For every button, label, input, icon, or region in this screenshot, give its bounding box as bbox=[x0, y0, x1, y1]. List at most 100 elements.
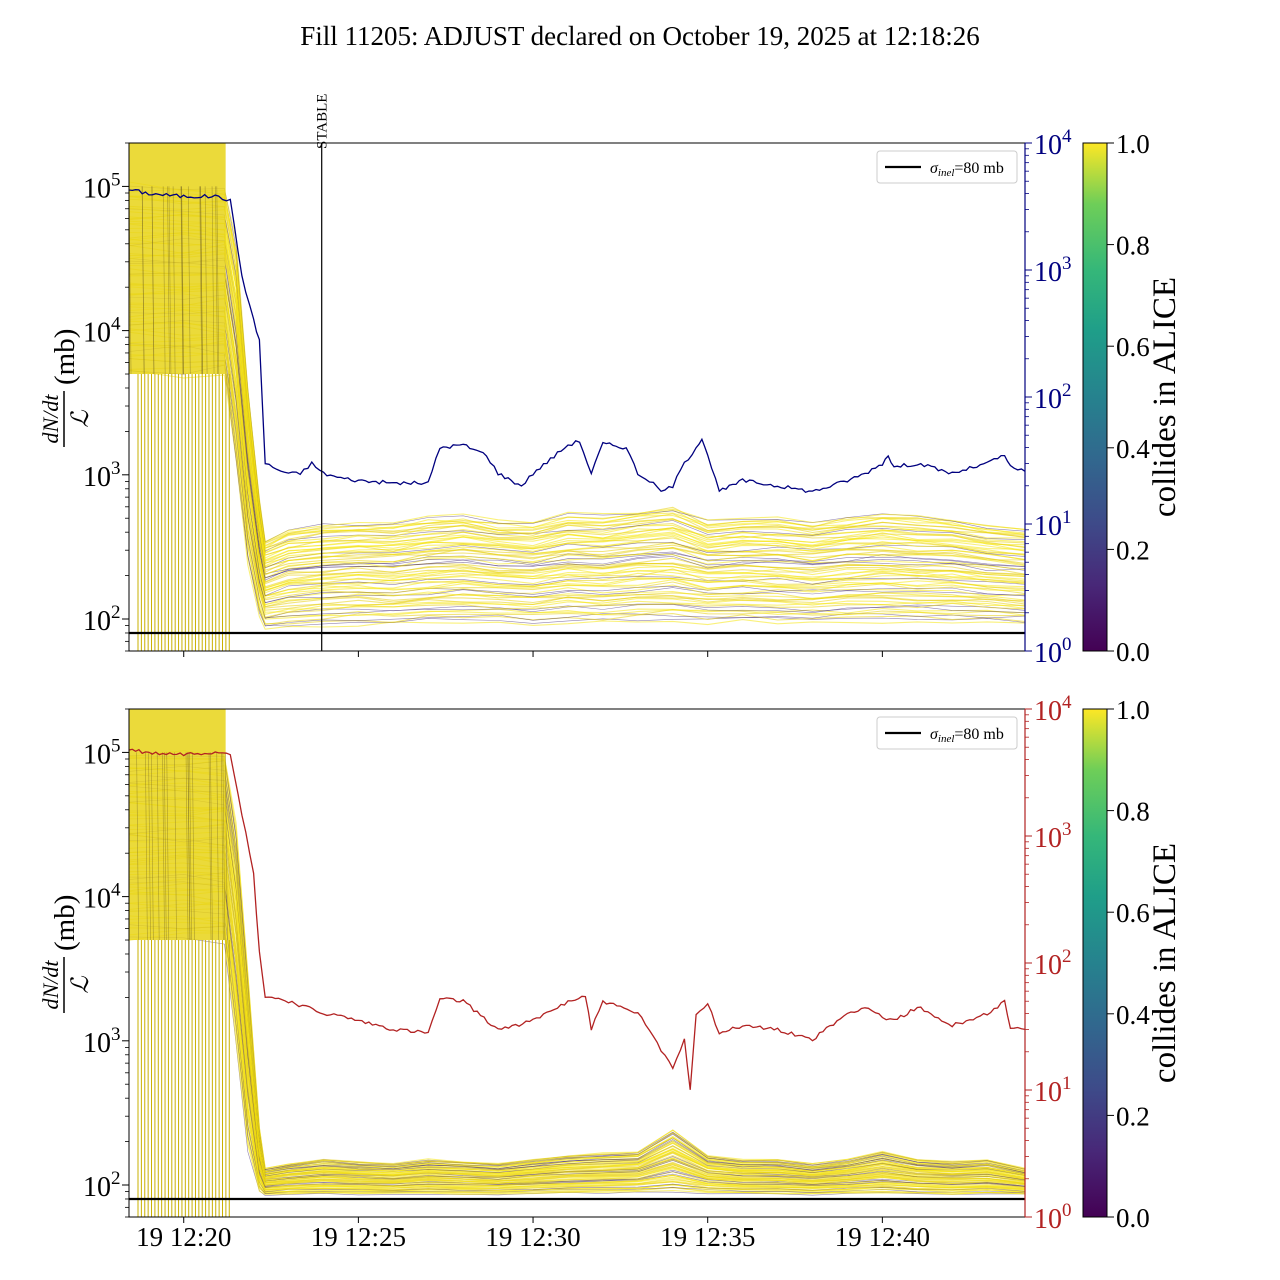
y-label-unit: (mb) bbox=[49, 895, 81, 951]
colorbar-tick-label: 0.8 bbox=[1116, 797, 1150, 827]
bunch-texture bbox=[221, 752, 224, 941]
bunch-line bbox=[129, 890, 1025, 1190]
bunch-line bbox=[129, 227, 1025, 563]
bunch-line bbox=[129, 777, 1025, 1175]
bunch-line bbox=[129, 223, 1025, 561]
right-tick-label: 104 bbox=[1034, 126, 1072, 161]
y-tick-label: 103 bbox=[83, 458, 121, 493]
colorbar-tick-label: 0.2 bbox=[1116, 535, 1150, 565]
bunch-line bbox=[129, 216, 1025, 556]
bunch-line bbox=[129, 765, 1025, 1173]
bunch-line bbox=[129, 899, 1025, 1191]
bunch-line bbox=[129, 773, 1025, 1173]
bunch-line bbox=[129, 750, 1025, 1170]
bunch-texture bbox=[187, 752, 191, 941]
bunch-line bbox=[129, 760, 1025, 1170]
colorbar-tick-label: 0.8 bbox=[1116, 231, 1150, 261]
bunch-line bbox=[129, 882, 1025, 1189]
bunch-line bbox=[129, 871, 1025, 1186]
bunch-line bbox=[129, 838, 1025, 1182]
bunch-texture bbox=[162, 752, 165, 941]
bunch-line bbox=[129, 782, 1025, 1174]
bunch-line bbox=[129, 369, 1025, 630]
bunch-texture bbox=[136, 752, 139, 941]
bunch-texture bbox=[187, 186, 191, 375]
bunch-line bbox=[129, 770, 1025, 1173]
bunch-line bbox=[129, 834, 1025, 1182]
y-tick-label: 102 bbox=[83, 602, 121, 637]
bunch-line bbox=[129, 320, 1025, 604]
y-tick-label: 104 bbox=[83, 314, 121, 349]
bunch-line bbox=[129, 899, 1025, 1191]
bunch-texture bbox=[172, 186, 176, 375]
colorbar: 0.0 0.2 0.4 0.6 0.8 1.0 collides in ALICE bbox=[1082, 129, 1183, 667]
bunch-line bbox=[129, 364, 1025, 627]
bunch-texture bbox=[189, 752, 192, 941]
plot-frame bbox=[128, 708, 1026, 1218]
bunch-line bbox=[129, 907, 1025, 1192]
bunch-line bbox=[129, 802, 1025, 1178]
y-tick-label: 105 bbox=[83, 169, 121, 204]
bunch-lines bbox=[129, 750, 1025, 1196]
colorbar-label: collides in ALICE bbox=[1147, 277, 1183, 517]
bunch-line bbox=[129, 331, 1025, 611]
colorbar-tick-label: 0.4 bbox=[1116, 1000, 1150, 1030]
x-tick-label: 19 12:35 bbox=[660, 1222, 755, 1252]
bunch-line bbox=[129, 887, 1025, 1190]
bunch-line bbox=[129, 807, 1025, 1178]
bunch-texture bbox=[151, 752, 154, 941]
bunch-texture bbox=[204, 186, 208, 375]
right-tick-label: 103 bbox=[1034, 819, 1072, 854]
bunch-texture bbox=[225, 752, 228, 941]
bunch-line bbox=[129, 181, 1025, 543]
bunch-texture bbox=[145, 752, 148, 941]
bunch-lines bbox=[129, 181, 1025, 630]
colorbar-tick-label: 1.0 bbox=[1116, 129, 1150, 159]
bunch-line bbox=[129, 757, 1025, 1171]
colorbar-label: collides in ALICE bbox=[1147, 843, 1183, 1083]
bunch-texture bbox=[222, 752, 226, 941]
right-tick-label: 100 bbox=[1034, 1200, 1072, 1235]
bunch-line bbox=[129, 833, 1025, 1182]
bunch-texture bbox=[210, 752, 213, 941]
bottom-panel: 102 103 104 105 100 101 102 103 104 19 12:20 19 12… bbox=[38, 692, 1183, 1252]
bunch-line bbox=[129, 867, 1025, 1186]
bunch-line bbox=[129, 262, 1025, 581]
bunch-line bbox=[129, 862, 1025, 1186]
legend: σinel=80 mb bbox=[876, 716, 1018, 750]
bunch-texture bbox=[167, 186, 170, 375]
bunch-line bbox=[129, 807, 1025, 1178]
right-tick-label: 101 bbox=[1034, 507, 1072, 542]
right-tick-label: 100 bbox=[1034, 634, 1072, 669]
y-label-numerator: dN/dt bbox=[38, 960, 63, 1010]
bunch-line bbox=[129, 801, 1025, 1177]
y-tick-label: 102 bbox=[83, 1168, 121, 1203]
bunch-line bbox=[129, 205, 1025, 549]
y-label-unit: (mb) bbox=[49, 329, 81, 385]
bunch-line bbox=[129, 910, 1025, 1193]
bunch-line bbox=[129, 831, 1025, 1182]
right-tick-label: 102 bbox=[1034, 946, 1072, 981]
bunch-line bbox=[129, 185, 1025, 543]
y-label-denominator: ℒ bbox=[68, 410, 94, 428]
bunch-line bbox=[129, 755, 1025, 1171]
bunch-line bbox=[129, 288, 1025, 591]
bunch-line bbox=[129, 870, 1025, 1186]
bunch-line bbox=[129, 886, 1025, 1189]
bunch-line bbox=[129, 258, 1025, 579]
bunch-line bbox=[129, 857, 1025, 1185]
bunch-texture bbox=[192, 752, 195, 941]
bunch-line bbox=[129, 844, 1025, 1183]
luminosity-line bbox=[129, 189, 1025, 494]
colorbar-gradient bbox=[1082, 142, 1108, 652]
bunch-texture bbox=[180, 186, 184, 375]
bunch-line bbox=[129, 921, 1025, 1193]
bunch-texture bbox=[166, 752, 170, 941]
y-tick-label: 103 bbox=[83, 1024, 121, 1059]
bunch-line bbox=[129, 851, 1025, 1184]
y-tick-label: 105 bbox=[83, 735, 121, 770]
stable-marker-label: STABLE bbox=[315, 94, 331, 149]
colorbar-tick-label: 0.0 bbox=[1116, 1203, 1150, 1233]
bunch-line bbox=[129, 823, 1025, 1180]
